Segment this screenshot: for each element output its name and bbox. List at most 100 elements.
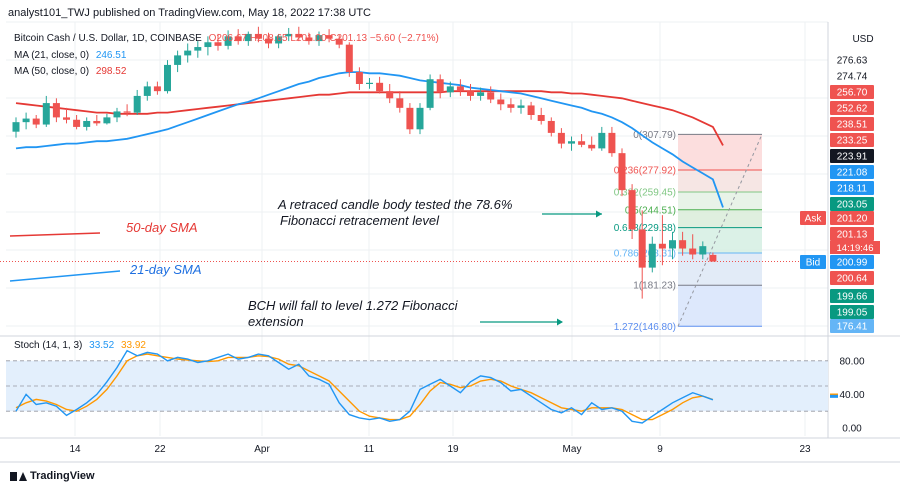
stochastic-pane <box>6 349 828 424</box>
candle <box>234 29 242 45</box>
annotation-arrows <box>9 210 602 326</box>
candle <box>517 99 525 114</box>
candle <box>436 74 444 99</box>
candle-body <box>315 35 323 42</box>
candle-body <box>487 92 495 100</box>
legend-symbol-row: Bitcoin Cash / U.S. Dollar, 1D, COINBASE… <box>14 33 439 44</box>
candle <box>93 115 101 126</box>
candle <box>669 231 676 260</box>
fib-zone <box>678 252 762 286</box>
candle <box>174 50 182 73</box>
candle-body <box>52 103 60 118</box>
candle <box>638 210 646 299</box>
time-tick-label: 22 <box>154 444 166 455</box>
candle <box>123 104 131 117</box>
candle <box>113 107 121 123</box>
candle <box>335 35 343 49</box>
ma50-line <box>15 90 724 146</box>
candle-body <box>436 79 444 93</box>
fib-trend-line <box>677 134 763 327</box>
candle <box>386 84 394 104</box>
price-tick: 238.51 <box>830 117 874 131</box>
time-tick-label: 23 <box>799 444 811 455</box>
candle-body <box>93 120 101 124</box>
currency-label: USD <box>852 34 873 45</box>
candle <box>204 36 212 56</box>
candle-body <box>628 190 636 230</box>
candle-body <box>366 82 373 84</box>
candle <box>143 81 151 101</box>
moving-averages <box>15 71 724 208</box>
candle-body <box>689 248 697 255</box>
candle-body <box>507 104 515 108</box>
price-tick-bg <box>830 101 874 115</box>
candle <box>224 30 232 50</box>
candle-body <box>153 86 161 92</box>
candle-body <box>547 120 555 133</box>
candle-body <box>648 243 656 268</box>
stoch-band <box>6 360 828 412</box>
candle-body <box>164 64 171 92</box>
candle-body <box>588 144 596 149</box>
annotation-retrace-line2: Fibonacci retracement level <box>280 213 439 228</box>
price-axes: USD 276.63 274.74 256.70 252.62 238.51 233.25 2… <box>800 34 880 435</box>
candle-body <box>63 117 70 120</box>
price-tick-label: 200.64 <box>837 274 868 285</box>
price-tick: 256.70 <box>830 85 874 99</box>
price-tick-bg <box>830 117 874 131</box>
legend-stoch-label: Stoch (14, 1, 3) <box>14 340 83 351</box>
price-tick: 200.99 Bid <box>800 255 874 269</box>
price-tick: 201.20 Ask <box>800 211 874 225</box>
candle-body <box>406 107 414 130</box>
legend-ma50-row[interactable]: MA (50, close, 0) 298.52 <box>14 66 126 77</box>
candle <box>648 236 656 273</box>
candle-body <box>709 254 717 262</box>
price-tick-label: 233.25 <box>837 136 868 147</box>
legend-ma21-label: MA (21, close, 0) <box>14 50 90 61</box>
price-tick-bg <box>830 319 874 333</box>
candle-body <box>608 132 616 154</box>
price-tick-label: 256.70 <box>837 88 868 99</box>
candle <box>42 95 50 127</box>
candle <box>608 126 616 157</box>
ma21-line <box>15 71 724 208</box>
annotation-fall-line2: extension <box>248 314 304 329</box>
candle <box>366 78 373 89</box>
candle-body <box>285 33 293 37</box>
candle <box>325 29 333 43</box>
candle-body <box>42 103 50 125</box>
price-tick-label: 200.99 <box>837 258 868 269</box>
legend-ohlc: O206.67 H208.65 L201.00 C201.13 −5.60 (−… <box>208 33 439 44</box>
candle-body <box>143 86 151 96</box>
candle-body <box>638 229 646 268</box>
candle <box>467 84 474 101</box>
legend-stoch-row[interactable]: Stoch (14, 1, 3) 33.52 33.92 <box>14 340 146 351</box>
candle-body <box>224 36 232 46</box>
candle <box>345 42 353 77</box>
price-tick: 223.91 <box>830 149 874 163</box>
price-tick: 203.05 <box>830 197 874 211</box>
candle-body <box>83 120 91 127</box>
candle <box>578 134 586 148</box>
legend-ma50-value: 298.52 <box>95 66 127 77</box>
legend-ma21-row[interactable]: MA (21, close, 0) 246.51 <box>14 50 126 61</box>
sma50-sample-line <box>9 232 101 237</box>
candle-body <box>517 105 525 108</box>
candle <box>194 41 202 58</box>
candle-body <box>133 95 141 113</box>
candle <box>52 98 60 123</box>
candle-body <box>578 141 586 145</box>
candle <box>588 136 596 151</box>
fib-level-label: 0.5(244.51) <box>625 205 676 216</box>
tradingview-logo[interactable]: TradingView <box>10 470 95 482</box>
candle <box>446 81 454 98</box>
price-tick-label: 201.13 <box>837 230 868 241</box>
candle <box>568 136 575 151</box>
fib-level-label: 1(181.23) <box>633 281 676 292</box>
candle-body <box>527 105 535 115</box>
price-tick-bg <box>830 181 874 195</box>
candle-body <box>386 91 394 99</box>
retrace-arrow-head <box>596 210 602 218</box>
candle <box>396 91 404 113</box>
quote-tag-label: Bid <box>806 258 820 269</box>
